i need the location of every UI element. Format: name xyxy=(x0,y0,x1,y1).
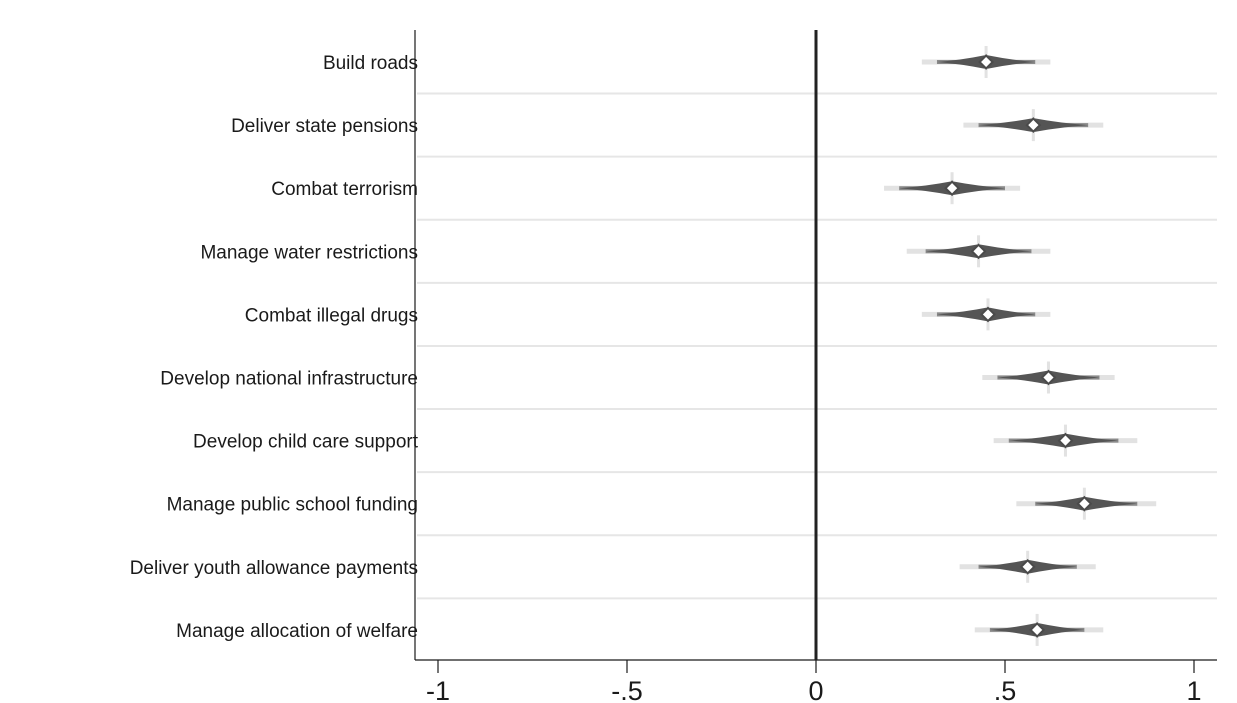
estimate-row xyxy=(884,172,1021,205)
x-tick-label: 1 xyxy=(1186,676,1201,703)
estimate-row xyxy=(974,613,1104,646)
x-tick-label: .5 xyxy=(994,676,1017,703)
estimate-marks xyxy=(884,46,1157,646)
point-estimate-marker xyxy=(1029,621,1046,638)
point-estimate-marker xyxy=(970,243,987,260)
estimate-row xyxy=(906,235,1051,268)
estimate-row xyxy=(982,361,1115,394)
point-estimate-marker xyxy=(1019,558,1036,575)
point-estimate-marker xyxy=(1025,117,1042,134)
category-label: Develop child care support xyxy=(193,432,419,453)
estimate-row xyxy=(921,298,1051,331)
category-label: Develop national infrastructure xyxy=(160,369,418,390)
category-label: Deliver state pensions xyxy=(231,116,418,137)
estimate-row xyxy=(993,424,1138,457)
point-estimate-marker xyxy=(980,306,996,323)
estimate-row xyxy=(1016,487,1157,520)
category-label: Combat terrorism xyxy=(271,179,418,200)
point-estimate-marker xyxy=(978,54,995,70)
x-tick-labels: -1 -.5 0 .5 1 xyxy=(426,660,1202,703)
x-tick-label: -1 xyxy=(426,676,450,703)
point-estimate-marker xyxy=(1040,369,1057,386)
estimate-row xyxy=(963,109,1104,142)
category-labels: Build roads Deliver state pensions Combat … xyxy=(130,53,419,642)
category-label: Deliver youth allowance payments xyxy=(130,558,418,579)
estimate-row xyxy=(921,46,1051,78)
x-tick-label: 0 xyxy=(808,676,823,703)
point-estimate-marker xyxy=(1076,495,1093,512)
category-label: Manage water restrictions xyxy=(200,242,418,263)
x-tick-label: -.5 xyxy=(611,676,643,703)
point-estimate-marker xyxy=(944,180,960,197)
category-label: Build roads xyxy=(323,53,418,74)
estimate-row xyxy=(959,550,1096,583)
category-label: Manage allocation of welfare xyxy=(176,621,418,642)
category-label: Combat illegal drugs xyxy=(245,305,418,326)
point-estimate-marker xyxy=(1057,432,1074,449)
category-label: Manage public school funding xyxy=(167,495,418,516)
